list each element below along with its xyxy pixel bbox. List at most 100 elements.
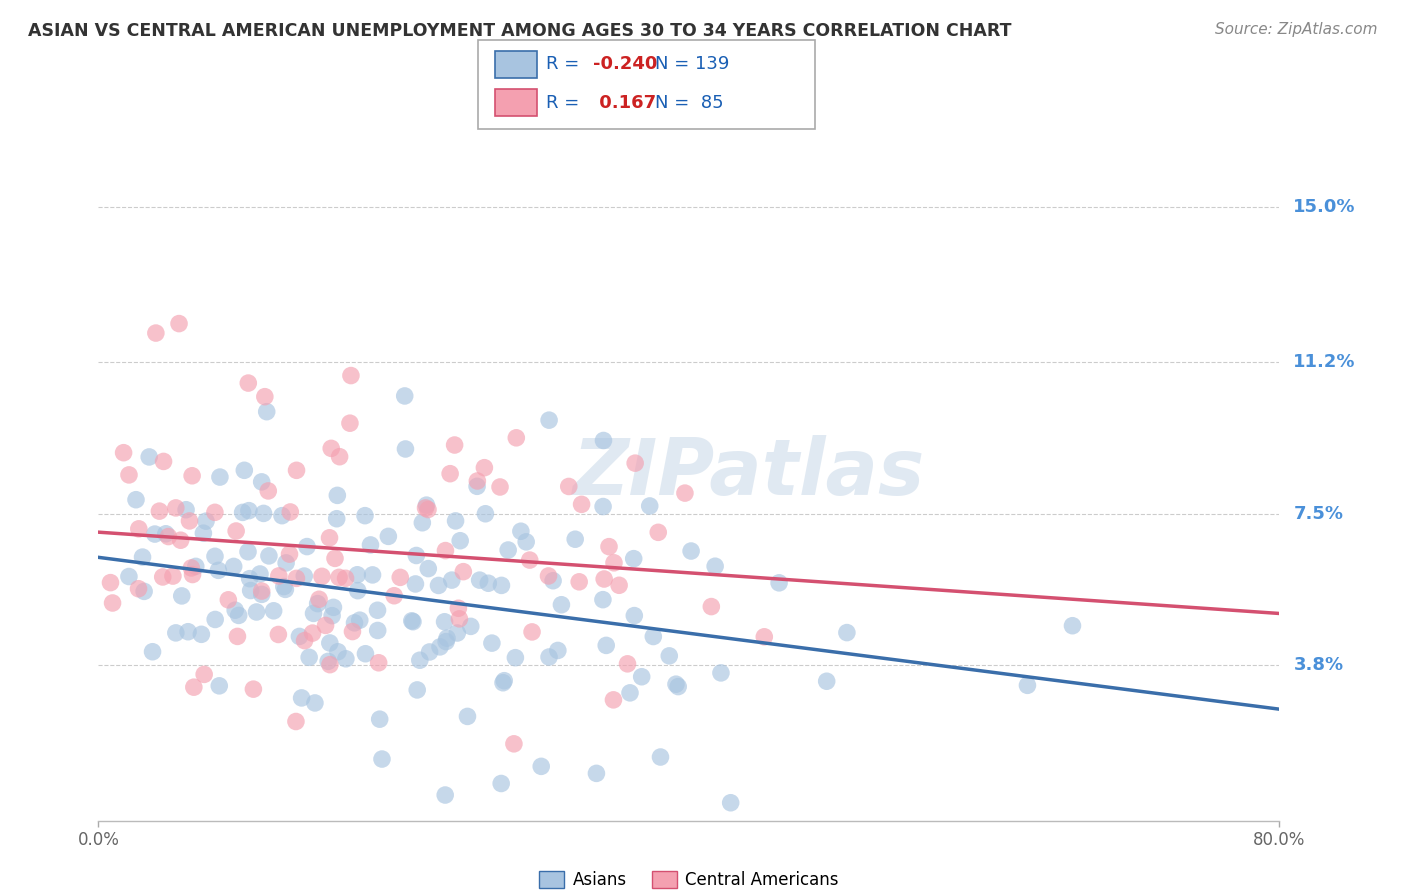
Point — [434, 634, 457, 648]
Point — [267, 569, 290, 583]
Point — [342, 624, 364, 639]
Point — [308, 592, 330, 607]
Point — [354, 508, 377, 523]
Point — [224, 603, 246, 617]
Point — [250, 584, 273, 599]
Point — [367, 603, 389, 617]
Point — [492, 675, 515, 690]
Point — [389, 570, 412, 584]
Point — [165, 626, 187, 640]
Point — [242, 682, 264, 697]
Point — [155, 526, 177, 541]
Point — [541, 574, 564, 588]
Point — [184, 559, 207, 574]
Point — [278, 505, 301, 519]
Point — [477, 576, 499, 591]
Point — [465, 479, 488, 493]
Text: R =: R = — [546, 55, 585, 73]
Point — [394, 389, 416, 403]
Point — [143, 527, 166, 541]
Point — [768, 575, 790, 590]
Point — [141, 645, 163, 659]
Point — [429, 640, 451, 654]
Point — [592, 434, 614, 448]
Point — [439, 467, 461, 481]
Point — [638, 499, 661, 513]
Point — [318, 531, 340, 545]
Point — [436, 631, 458, 645]
Point — [274, 582, 297, 597]
Point — [700, 599, 723, 614]
Point — [481, 636, 503, 650]
Point — [257, 483, 280, 498]
Point — [319, 657, 342, 672]
Point — [453, 565, 475, 579]
Point — [754, 630, 776, 644]
Point — [449, 533, 471, 548]
Point — [239, 572, 262, 586]
Point — [294, 633, 316, 648]
Point — [647, 525, 669, 540]
Point — [291, 690, 314, 705]
Point — [595, 639, 617, 653]
Text: N =  85: N = 85 — [655, 94, 724, 112]
Point — [302, 607, 325, 621]
Point — [112, 445, 135, 459]
Point — [274, 556, 297, 570]
Point — [217, 592, 239, 607]
Point — [405, 549, 427, 563]
Text: ASIAN VS CENTRAL AMERICAN UNEMPLOYMENT AMONG AGES 30 TO 34 YEARS CORRELATION CHA: ASIAN VS CENTRAL AMERICAN UNEMPLOYMENT A… — [28, 22, 1012, 40]
Point — [321, 442, 343, 456]
Point — [236, 545, 259, 559]
Point — [419, 645, 441, 659]
Point — [346, 583, 368, 598]
Point — [180, 561, 202, 575]
Point — [183, 680, 205, 694]
Point — [263, 604, 285, 618]
Text: 15.0%: 15.0% — [1294, 198, 1355, 216]
Point — [571, 497, 593, 511]
Point — [315, 618, 337, 632]
Point — [346, 567, 368, 582]
Point — [418, 561, 440, 575]
Point — [271, 508, 294, 523]
Point — [367, 656, 389, 670]
Point — [371, 752, 394, 766]
Point — [304, 696, 326, 710]
Point — [256, 405, 278, 419]
Point — [204, 505, 226, 519]
Text: 3.8%: 3.8% — [1294, 657, 1344, 674]
Point — [619, 686, 641, 700]
Point — [204, 612, 226, 626]
Point — [491, 578, 513, 592]
Point — [193, 667, 215, 681]
Point — [181, 468, 204, 483]
Point — [415, 500, 437, 515]
Point — [321, 608, 343, 623]
Point — [100, 575, 122, 590]
Point — [720, 796, 742, 810]
Text: -0.240: -0.240 — [593, 55, 658, 73]
Point — [415, 498, 437, 512]
Point — [257, 549, 280, 563]
Point — [245, 605, 267, 619]
Point — [665, 677, 688, 691]
Point — [232, 505, 254, 519]
Text: R =: R = — [546, 94, 585, 112]
Point — [489, 776, 512, 790]
Point — [169, 533, 191, 548]
Point — [530, 759, 553, 773]
Point — [326, 488, 349, 502]
Point — [228, 608, 250, 623]
Point — [335, 652, 357, 666]
Point — [311, 569, 333, 583]
Point — [250, 475, 273, 489]
Text: Source: ZipAtlas.com: Source: ZipAtlas.com — [1215, 22, 1378, 37]
Point — [329, 450, 352, 464]
Point — [226, 629, 249, 643]
Point — [650, 750, 672, 764]
Point — [339, 416, 361, 430]
Point — [134, 584, 156, 599]
Point — [301, 626, 323, 640]
Point — [298, 650, 321, 665]
